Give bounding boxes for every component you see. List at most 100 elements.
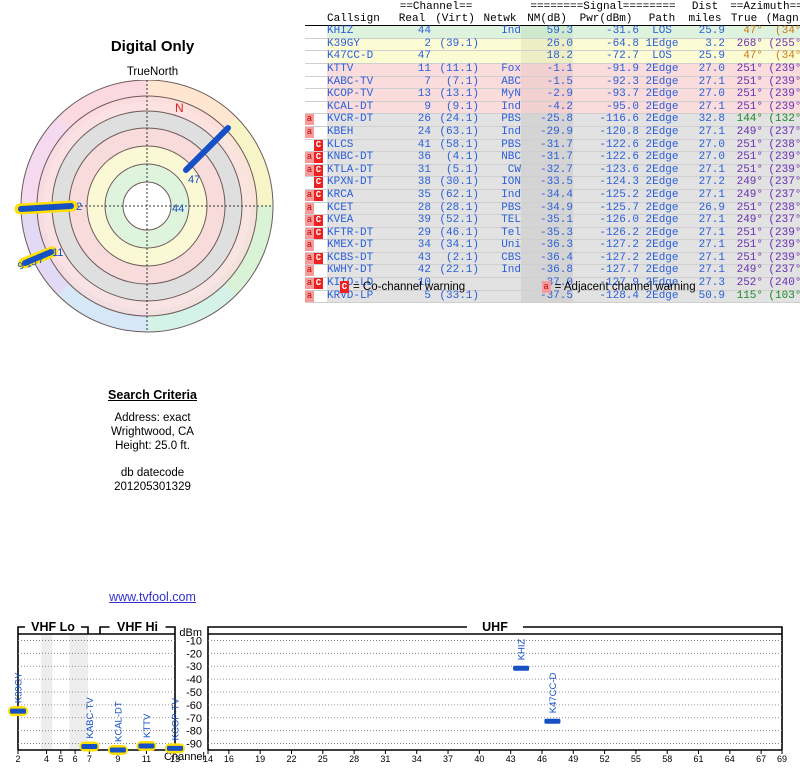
cell-network: ABC bbox=[479, 76, 521, 90]
cell-azimuth-magnetic: (239°) bbox=[763, 252, 800, 266]
cell-path: 1Edge bbox=[639, 38, 686, 52]
spectrum-point-k47cc-d[interactable]: K47CC-D bbox=[544, 672, 561, 724]
cell-network: Ind bbox=[479, 26, 521, 39]
warning-spacer bbox=[305, 51, 314, 62]
table-row[interactable]: a C KVEA 39 (52.1) TEL -35.1 -126.0 2Edge 27.1 249… bbox=[305, 214, 800, 228]
spectrum-point-khiz[interactable]: KHIZ bbox=[513, 638, 530, 671]
cell-distance-miles: 27.1 bbox=[685, 164, 726, 178]
cell-virtual-channel: (4.1) bbox=[431, 152, 479, 165]
table-row[interactable]: a C KNBC-DT 36 (4.1) NBC -31.7 -122.6 2Edge 27.0 2… bbox=[305, 152, 800, 165]
x-tick-label-vhf: 4 bbox=[44, 754, 49, 764]
table-row[interactable]: KCAL-DT 9 (9.1) Ind -4.2 -95.0 2Edge 27.1 251° (2… bbox=[305, 101, 800, 115]
cell-power-dbm: -72.7 bbox=[573, 51, 639, 64]
cell-real-channel: 11 bbox=[393, 63, 431, 77]
warning-spacer bbox=[305, 39, 314, 50]
cell-callsign: KRVD-LP bbox=[327, 290, 393, 304]
x-tick-label-uhf: 22 bbox=[286, 754, 296, 764]
cell-distance-miles: 27.1 bbox=[685, 126, 726, 140]
table-row[interactable]: KTTV 11 (11.1) Fox -1.1 -91.9 2Edge 27.0 251° (23… bbox=[305, 63, 800, 77]
warning-spacer bbox=[314, 77, 323, 88]
spectrum-point-k39gy[interactable]: K39GY bbox=[8, 672, 28, 717]
table-column-header-row: Callsign Real (Virt) Netwk NM(dB) Pwr(dB… bbox=[305, 13, 800, 27]
cell-power-dbm: -127.7 bbox=[573, 265, 639, 279]
cell-path: 2Edge bbox=[639, 139, 686, 153]
warning-spacer bbox=[314, 291, 323, 302]
cell-virtual-channel: (24.1) bbox=[431, 114, 479, 127]
adjacent-channel-warning-icon: a bbox=[305, 265, 314, 277]
x-tick-label-uhf: 43 bbox=[506, 754, 516, 764]
criteria-height: Height: 25.0 ft. bbox=[115, 440, 190, 452]
col-pwr: Pwr(dBm) bbox=[573, 13, 639, 27]
row-warning-cell bbox=[305, 101, 327, 115]
table-row[interactable]: a KMEX-DT 34 (34.1) Uni -36.3 -127.2 2Edge 27.1… bbox=[305, 240, 800, 253]
y-tick-label: -40 bbox=[186, 674, 202, 686]
legend-adj-text: = Adjacent channel warning bbox=[554, 281, 696, 294]
table-row[interactable]: a C KIIO-LD 10 -37.0 -127.9 2Edge 27.3 252° (240°… bbox=[305, 277, 800, 291]
cell-path: 2Edge bbox=[639, 202, 686, 216]
cell-network: PBS bbox=[479, 139, 521, 153]
table-row[interactable]: a KCET 28 (28.1) PBS -34.9 -125.7 2Edge 26.9 251… bbox=[305, 202, 800, 216]
spoke-label-2: 2 bbox=[76, 201, 82, 213]
band-uhf: UHF bbox=[207, 620, 783, 634]
cell-network: ION bbox=[479, 177, 521, 190]
tvfool-website-link[interactable]: www.tvfool.com bbox=[109, 590, 196, 604]
table-row[interactable]: C KPXN-DT 38 (30.1) ION -33.5 -124.3 2Edge 27.2 2… bbox=[305, 177, 800, 190]
cell-virtual-channel: (2.1) bbox=[431, 252, 479, 266]
point-marker bbox=[167, 745, 183, 751]
cell-power-dbm: -95.0 bbox=[573, 101, 639, 115]
cell-azimuth-magnetic: (237°) bbox=[763, 265, 800, 279]
spectrum-point-kttv[interactable]: KTTV bbox=[136, 713, 157, 752]
col-true: True bbox=[725, 13, 764, 27]
cell-noise-margin: -34.4 bbox=[521, 189, 573, 203]
table-row[interactable]: KCOP-TV 13 (13.1) MyN -2.9 -93.7 2Edge 27.0 251°… bbox=[305, 89, 800, 102]
table-row[interactable]: a C KFTR-DT 29 (46.1) Tel -35.3 -126.2 2Edge 27.1… bbox=[305, 227, 800, 241]
cell-virtual-channel: (5.1) bbox=[431, 164, 479, 178]
table-row[interactable]: a KRVD-LP 5 (33.1) -37.5 -128.4 2Edge 50.9 115°… bbox=[305, 290, 800, 304]
cell-azimuth-true: 47° bbox=[725, 51, 764, 64]
warning-spacer bbox=[305, 77, 314, 88]
co-channel-warning-icon: C bbox=[314, 139, 323, 151]
col-virt: (Virt) bbox=[431, 13, 479, 27]
cell-azimuth-magnetic: (239°) bbox=[763, 240, 800, 253]
x-tick-label-uhf: 40 bbox=[474, 754, 484, 764]
table-row[interactable]: a C KTLA-DT 31 (5.1) CW -32.7 -123.6 2Edge 27.1 25… bbox=[305, 164, 800, 178]
table-row[interactable]: C KLCS 41 (58.1) PBS -31.7 -122.6 2Edge 27.0 251°… bbox=[305, 139, 800, 153]
spectrum-point-kcop-tv[interactable]: KCOP-TV bbox=[165, 697, 185, 754]
x-tick-label-uhf: 14 bbox=[203, 754, 213, 764]
table-row[interactable]: a C KRCA 35 (62.1) Ind -34.4 -125.2 2Edge 27.1 249… bbox=[305, 189, 800, 203]
cell-distance-miles: 27.0 bbox=[685, 63, 726, 77]
table-row[interactable]: KABC-TV 7 (7.1) ABC -1.5 -92.3 2Edge 27.1 251° (2… bbox=[305, 76, 800, 90]
cell-azimuth-magnetic: (239°) bbox=[763, 101, 800, 115]
table-row[interactable]: a KWHY-DT 42 (22.1) Ind -36.8 -127.7 2Edge 27.1… bbox=[305, 265, 800, 279]
cell-virtual-channel: (22.1) bbox=[431, 265, 479, 279]
cell-power-dbm: -116.6 bbox=[573, 114, 639, 127]
spectrum-point-kcal-dt[interactable]: KCAL-DT bbox=[107, 701, 128, 755]
warning-spacer bbox=[314, 89, 323, 100]
table-row[interactable]: a C KCBS-DT 43 (2.1) CBS -36.4 -127.2 2Edge 27.1 2… bbox=[305, 252, 800, 266]
cell-path: 2Edge bbox=[639, 101, 686, 115]
table-row[interactable]: a KVCR-DT 26 (24.1) PBS -25.8 -116.6 2Edge 32.8… bbox=[305, 114, 800, 127]
cell-callsign: KNBC-DT bbox=[327, 152, 393, 165]
cell-noise-margin: -36.8 bbox=[521, 265, 573, 279]
cell-real-channel: 34 bbox=[393, 240, 431, 253]
adjacent-channel-badge-icon: a bbox=[541, 281, 551, 293]
cell-network: Ind bbox=[479, 265, 521, 279]
x-tick-label-uhf: 37 bbox=[443, 754, 453, 764]
warning-spacer bbox=[314, 51, 323, 62]
cell-real-channel: 28 bbox=[393, 202, 431, 216]
cell-real-channel: 24 bbox=[393, 126, 431, 140]
cell-virtual-channel: (52.1) bbox=[431, 214, 479, 228]
cell-distance-miles: 27.1 bbox=[685, 227, 726, 241]
cell-noise-margin: -25.8 bbox=[521, 114, 573, 127]
spectrum-point-kabc-tv[interactable]: KABC-TV bbox=[79, 697, 100, 752]
cell-azimuth-true: 251° bbox=[725, 240, 764, 253]
cell-distance-miles: 27.1 bbox=[685, 252, 726, 266]
table-row[interactable]: a KBEH 24 (63.1) Ind -29.9 -120.8 2Edge 27.1 249… bbox=[305, 126, 800, 140]
cell-network: MyN bbox=[479, 89, 521, 102]
cell-azimuth-true: 251° bbox=[725, 164, 764, 178]
